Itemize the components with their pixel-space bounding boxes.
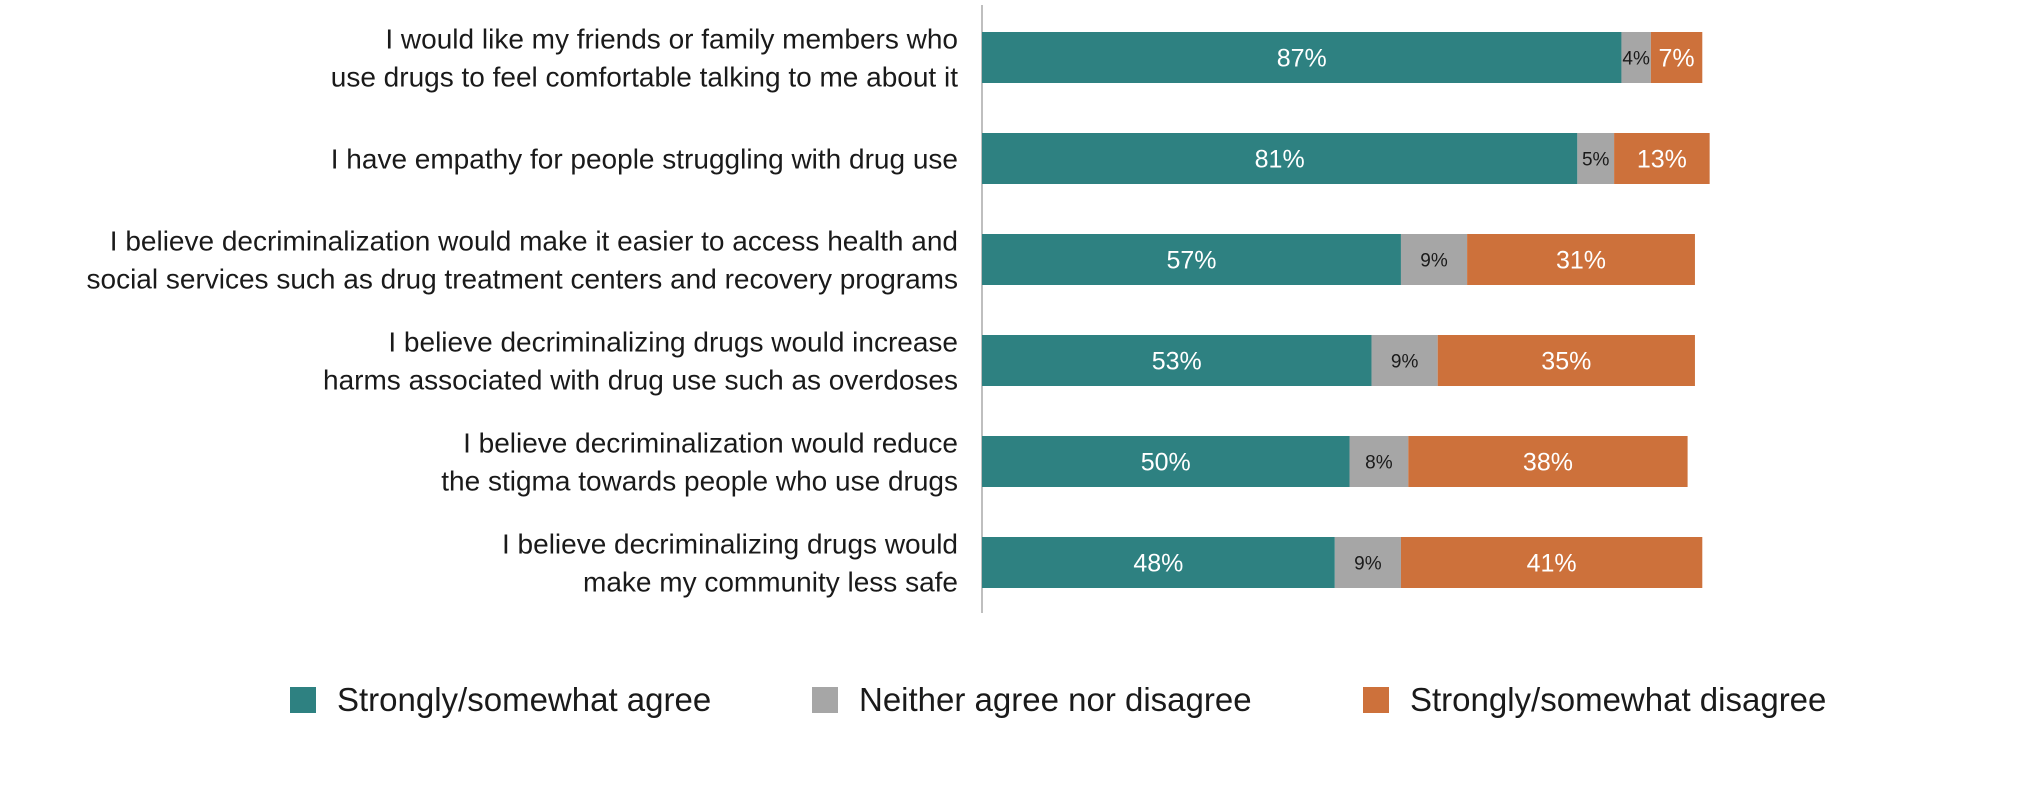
category-label-line: I believe decriminalization would make i… <box>110 226 958 257</box>
category-label-line: I would like my friends or family member… <box>385 24 958 55</box>
category-label-line: harms associated with drug use such as o… <box>323 365 958 396</box>
data-label: 41% <box>1527 550 1577 578</box>
data-label: 13% <box>1637 146 1687 174</box>
data-label: 87% <box>1277 45 1327 73</box>
data-label: 7% <box>1659 45 1695 73</box>
legend-swatch <box>290 687 316 713</box>
bar-segment <box>982 335 1372 386</box>
legend-swatch <box>812 687 838 713</box>
data-label: 81% <box>1255 146 1305 174</box>
bars: 87% 4% 7% 81% 5% 13% 57% 9% 31% 53% 9% 35% 50% 8% 38% 4… <box>982 32 1710 588</box>
bar-segment <box>982 133 1578 184</box>
category-labels: I would like my friends or family member… <box>87 24 959 598</box>
legend-label: Strongly/somewhat agree <box>337 681 711 718</box>
bar-segment <box>1400 234 1468 285</box>
category-label: I have empathy for people struggling wit… <box>331 144 958 175</box>
category-label: I believe decriminalization would make i… <box>87 226 959 295</box>
category-label: I would like my friends or family member… <box>331 24 958 93</box>
category-label-line: I believe decriminalizing drugs would in… <box>388 327 958 358</box>
data-label: 9% <box>1354 554 1382 575</box>
bar-segment <box>1371 335 1438 386</box>
bar-segment <box>1334 537 1401 588</box>
bar-segment <box>1408 436 1688 487</box>
category-label-line: the stigma towards people who use drugs <box>441 466 958 497</box>
category-label-line: make my community less safe <box>583 567 958 598</box>
data-label: 38% <box>1523 449 1573 477</box>
data-label: 9% <box>1420 251 1448 272</box>
data-label: 31% <box>1556 247 1606 275</box>
data-label: 4% <box>1622 49 1650 70</box>
category-label-line: social services such as drug treatment c… <box>87 264 959 295</box>
bar-segment <box>1614 133 1710 184</box>
bar-segment <box>1621 32 1651 83</box>
bar-segment <box>982 32 1622 83</box>
data-label: 48% <box>1133 550 1183 578</box>
category-label: I believe decriminalizing drugs would mak… <box>502 529 958 598</box>
category-label: I believe decriminalization would reduce… <box>441 428 958 497</box>
data-label: 8% <box>1365 453 1393 474</box>
bar-segment <box>1349 436 1409 487</box>
legend-label: Neither agree nor disagree <box>859 681 1252 718</box>
data-label: 53% <box>1152 348 1202 376</box>
data-label: 5% <box>1582 150 1610 171</box>
bar-segment <box>1400 537 1703 588</box>
legend: Strongly/somewhat agree Neither agree nor… <box>290 681 1826 718</box>
bar-segment <box>1467 234 1695 285</box>
category-label-line: I have empathy for people struggling wit… <box>331 144 958 175</box>
legend-label: Strongly/somewhat disagree <box>1410 681 1826 718</box>
data-label: 57% <box>1166 247 1216 275</box>
category-label-line: use drugs to feel comfortable talking to… <box>331 62 958 93</box>
bar-segment <box>982 234 1401 285</box>
legend-swatch <box>1363 687 1389 713</box>
data-label: 50% <box>1141 449 1191 477</box>
data-label: 35% <box>1541 348 1591 376</box>
bar-segment <box>1437 335 1695 386</box>
bar-segment <box>1577 133 1615 184</box>
bar-segment <box>982 436 1350 487</box>
category-label-line: I believe decriminalization would reduce <box>463 428 958 459</box>
category-label-line: I believe decriminalizing drugs would <box>502 529 958 560</box>
bar-segment <box>1650 32 1703 83</box>
bar-segment <box>982 537 1335 588</box>
data-label: 9% <box>1391 352 1419 373</box>
category-label: I believe decriminalizing drugs would in… <box>323 327 958 396</box>
